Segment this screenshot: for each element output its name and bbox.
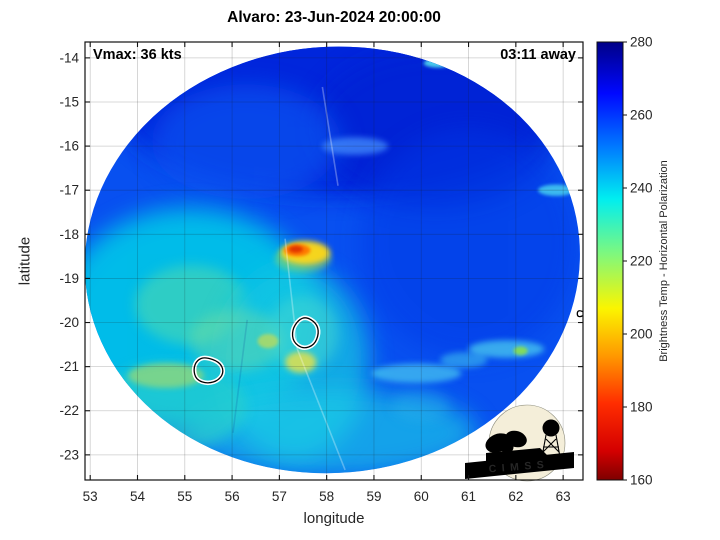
x-tick-label: 55 <box>177 489 192 504</box>
observatory-dome <box>500 440 514 454</box>
tb-feature-cyan-streak-right-edge <box>538 184 574 196</box>
cimss-logo-silhouette <box>485 419 561 462</box>
x-tick-label: 62 <box>508 489 523 504</box>
tb-feature-green-dot-right <box>513 346 528 356</box>
colorbar-tick-label: 220 <box>630 254 653 269</box>
x-tick-label: 56 <box>225 489 240 504</box>
tb-feature-yellow-spot-mid <box>285 351 317 373</box>
colorbar-tick-label: 200 <box>630 327 653 342</box>
tb-feature-cyan-chain-low <box>371 363 462 383</box>
x-axis-label: longitude <box>303 510 365 527</box>
y-tick-label: -20 <box>59 315 79 330</box>
x-tick-label: 63 <box>556 489 571 504</box>
tb-feature-yellowgreen-left-streak <box>128 363 204 388</box>
y-tick-label: -15 <box>59 94 79 109</box>
y-tick-label: -14 <box>59 50 79 65</box>
vmax-annotation: Vmax: 36 kts <box>93 47 182 63</box>
colorbar-tick-label: 260 <box>630 108 653 123</box>
colorbar-tick-label: 240 <box>630 181 653 196</box>
tb-feature-lightblue-wisp <box>321 137 389 155</box>
cimss-logo: CIMSS <box>465 404 574 482</box>
tb-feature-hotspot-red-core <box>288 245 303 253</box>
colorbar-tick-label: 280 <box>630 35 653 50</box>
tb-feature-yellow-dot-left-low <box>158 428 180 442</box>
water-tower-legs <box>541 434 561 458</box>
tb-feature-cyan-chain-mid <box>440 352 488 368</box>
cimss-banner-text: CIMSS <box>488 459 550 476</box>
tb-feature-cyan-chain-up <box>468 340 545 358</box>
y-tick-label: -23 <box>59 447 79 462</box>
x-tick-label: 58 <box>319 489 334 504</box>
y-tick-label: -22 <box>59 403 79 418</box>
y-tick-label: -21 <box>59 359 79 374</box>
water-tower-tank <box>542 419 560 437</box>
eta-annotation: 03:11 away <box>500 47 576 63</box>
colorbar-label: Brightness Temp - Horizontal Polarizatio… <box>658 160 670 362</box>
white-contour-1 <box>291 317 319 349</box>
tb-feature-blue-upper-left <box>151 84 341 199</box>
y-axis-label: latitude <box>16 236 34 286</box>
plot-title: Alvaro: 23-Jun-2024 20:00:00 <box>227 9 441 26</box>
y-tick-label: -19 <box>59 271 79 286</box>
tb-feature-faint-cyan-lower-right <box>392 390 450 422</box>
swath-seam-1 <box>321 86 339 186</box>
y-tick-label: -16 <box>59 139 79 154</box>
colorbar-gradient <box>596 41 624 481</box>
x-tick-label: 60 <box>414 489 429 504</box>
tb-feature-yellow-dot-mid <box>257 334 279 349</box>
x-tick-label: 57 <box>272 489 287 504</box>
tb-feature-deep-blue-right <box>359 128 578 358</box>
y-tick-label: -18 <box>59 227 79 242</box>
x-tick-label: 53 <box>83 489 98 504</box>
colorbar-tick-label: 180 <box>630 400 653 415</box>
x-tick-label: 61 <box>461 489 476 504</box>
x-tick-label: 59 <box>366 489 381 504</box>
white-contour-edge <box>576 310 583 318</box>
y-tick-label: -17 <box>59 183 79 198</box>
plot-border <box>84 41 584 481</box>
cimss-banner <box>465 452 574 479</box>
colorbar: 160 180 200 220 240 260 280 <box>596 35 653 488</box>
white-contour-2 <box>193 357 224 384</box>
x-tick-label: 54 <box>130 489 146 504</box>
tb-feature-cyan-near-contour <box>267 296 339 372</box>
tb-feature-greenish-mid <box>189 309 285 372</box>
axes-box: 53 54 55 56 57 58 59 60 61 62 63 -14 -15 -16 -17 -18 -19… <box>59 41 584 504</box>
colorbar-tick-label: 160 <box>630 473 653 488</box>
swath-seam-2 <box>284 238 346 471</box>
swath-seam-3 <box>232 319 248 433</box>
